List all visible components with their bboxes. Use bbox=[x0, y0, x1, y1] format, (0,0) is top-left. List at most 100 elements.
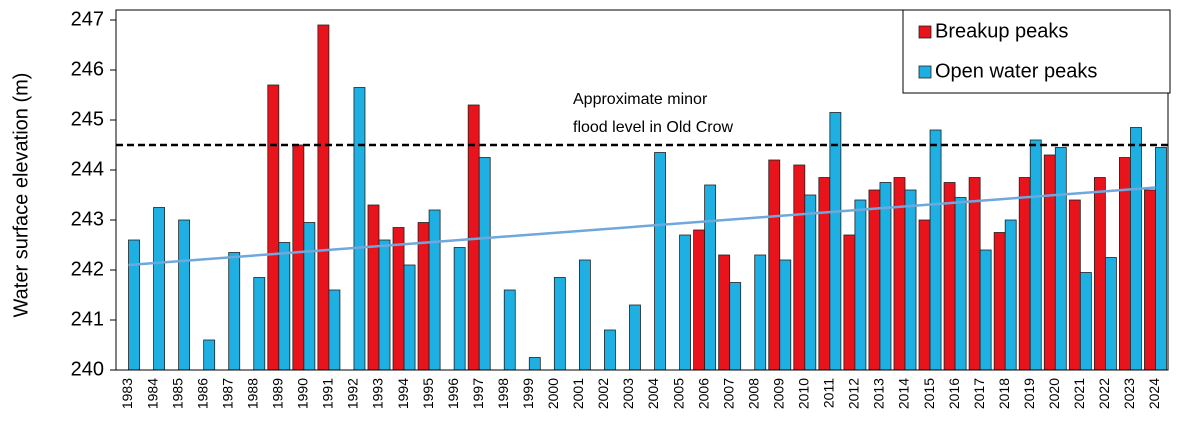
y-axis-label: Water surface elevation (m) bbox=[10, 73, 32, 318]
y-tick-label: 245 bbox=[71, 108, 104, 130]
breakup-bar bbox=[317, 24, 330, 371]
open-water-bar bbox=[278, 242, 291, 371]
open-water-bar bbox=[754, 254, 767, 371]
open-water-bar bbox=[1054, 147, 1067, 371]
x-tick-label: 1993 bbox=[370, 378, 386, 409]
x-tick-label: 2018 bbox=[996, 378, 1012, 409]
open-water-bar bbox=[178, 219, 191, 371]
open-water-bar bbox=[328, 289, 341, 371]
open-water-bar bbox=[629, 304, 641, 371]
breakup-bar bbox=[918, 219, 931, 371]
breakup-bar bbox=[943, 182, 956, 371]
open-water-bar bbox=[553, 277, 566, 371]
x-tick-label: 1989 bbox=[270, 378, 286, 409]
x-tick-label: 2008 bbox=[745, 378, 761, 409]
x-tick-label: 1984 bbox=[144, 378, 160, 409]
breakup-bar bbox=[1018, 177, 1031, 371]
legend-swatch bbox=[918, 25, 932, 39]
x-tick-label: 2021 bbox=[1071, 378, 1087, 409]
breakup-bar bbox=[968, 177, 981, 371]
legend-label: Open water peaks bbox=[935, 60, 1097, 82]
x-tick-label: 2001 bbox=[570, 378, 586, 409]
legend-label: Breakup peaks bbox=[935, 20, 1068, 42]
x-tick-label: 1996 bbox=[445, 378, 461, 409]
open-water-bar bbox=[679, 234, 691, 371]
open-water-bar bbox=[779, 259, 792, 371]
y-tick-label: 241 bbox=[71, 308, 104, 330]
y-tick-label: 244 bbox=[71, 158, 104, 180]
y-tick-label: 242 bbox=[71, 258, 104, 280]
breakup-bar bbox=[793, 164, 806, 371]
open-water-bar bbox=[979, 249, 992, 371]
breakup-bar bbox=[267, 84, 280, 371]
x-tick-label: 2010 bbox=[796, 378, 812, 409]
open-water-bar bbox=[1004, 219, 1017, 371]
x-tick-label: 2009 bbox=[770, 378, 786, 409]
open-water-bar bbox=[904, 189, 917, 371]
x-tick-label: 1997 bbox=[470, 378, 486, 409]
breakup-bar bbox=[1144, 189, 1156, 371]
x-tick-label: 2022 bbox=[1096, 378, 1112, 409]
x-tick-label: 1995 bbox=[420, 378, 436, 409]
open-water-bar bbox=[1029, 139, 1042, 371]
x-tick-label: 1983 bbox=[119, 378, 135, 409]
flood-level-label: flood level in Old Crow bbox=[573, 119, 734, 136]
legend-box bbox=[902, 9, 1171, 94]
breakup-bar bbox=[818, 177, 831, 371]
open-water-bar bbox=[1130, 127, 1142, 371]
x-tick-label: 2005 bbox=[670, 378, 686, 409]
open-water-bar bbox=[604, 329, 616, 371]
open-water-bar bbox=[228, 252, 241, 371]
breakup-bar bbox=[292, 144, 305, 371]
open-water-bar bbox=[378, 239, 391, 371]
x-tick-label: 2006 bbox=[695, 378, 711, 409]
breakup-bar bbox=[1093, 177, 1106, 371]
x-tick-label: 2023 bbox=[1121, 378, 1137, 409]
x-tick-label: 1988 bbox=[244, 378, 260, 409]
breakup-bar bbox=[693, 229, 706, 371]
breakup-bar bbox=[392, 227, 405, 371]
x-tick-label: 1986 bbox=[194, 378, 210, 409]
open-water-bar bbox=[1079, 272, 1092, 371]
x-tick-label: 1994 bbox=[395, 378, 411, 409]
x-tick-label: 1987 bbox=[219, 378, 235, 409]
plot-frame bbox=[115, 9, 1169, 371]
breakup-bar bbox=[718, 254, 731, 371]
x-tick-label: 2003 bbox=[620, 378, 636, 409]
x-tick-label: 2002 bbox=[595, 378, 611, 409]
y-tick-label: 246 bbox=[71, 58, 104, 80]
breakup-bar bbox=[417, 222, 430, 371]
open-water-bar bbox=[203, 339, 216, 371]
open-water-bar bbox=[804, 194, 817, 371]
x-tick-label: 2004 bbox=[645, 378, 661, 409]
flood-level-label: Approximate minor bbox=[573, 91, 708, 108]
legend-swatch bbox=[918, 65, 932, 79]
x-tick-label: 2020 bbox=[1046, 378, 1062, 409]
breakup-bar bbox=[768, 159, 781, 371]
open-water-bar bbox=[929, 129, 942, 371]
x-tick-label: 2007 bbox=[720, 378, 736, 409]
open-water-bar bbox=[729, 282, 742, 371]
open-water-bar bbox=[528, 357, 541, 371]
open-water-bar bbox=[1104, 257, 1117, 371]
breakup-bar bbox=[843, 234, 856, 371]
x-tick-label: 1998 bbox=[495, 378, 511, 409]
breakup-bar bbox=[367, 204, 380, 371]
x-tick-label: 2013 bbox=[871, 378, 887, 409]
open-water-bar bbox=[854, 199, 867, 371]
x-tick-label: 1999 bbox=[520, 378, 536, 409]
x-tick-label: 1990 bbox=[295, 378, 311, 409]
x-tick-label: 2011 bbox=[821, 378, 837, 408]
open-water-bar bbox=[428, 209, 441, 371]
trend-line bbox=[128, 186, 1156, 267]
open-water-bar bbox=[1155, 147, 1167, 371]
open-water-bar bbox=[654, 152, 666, 371]
x-tick-label: 1985 bbox=[169, 378, 185, 409]
open-water-bar bbox=[153, 207, 165, 371]
breakup-bar bbox=[868, 189, 881, 371]
breakup-bar bbox=[1043, 154, 1056, 371]
open-water-bar bbox=[353, 87, 366, 371]
x-tick-label: 2019 bbox=[1021, 378, 1037, 409]
x-tick-label: 1991 bbox=[320, 378, 336, 409]
open-water-bar bbox=[453, 247, 466, 371]
